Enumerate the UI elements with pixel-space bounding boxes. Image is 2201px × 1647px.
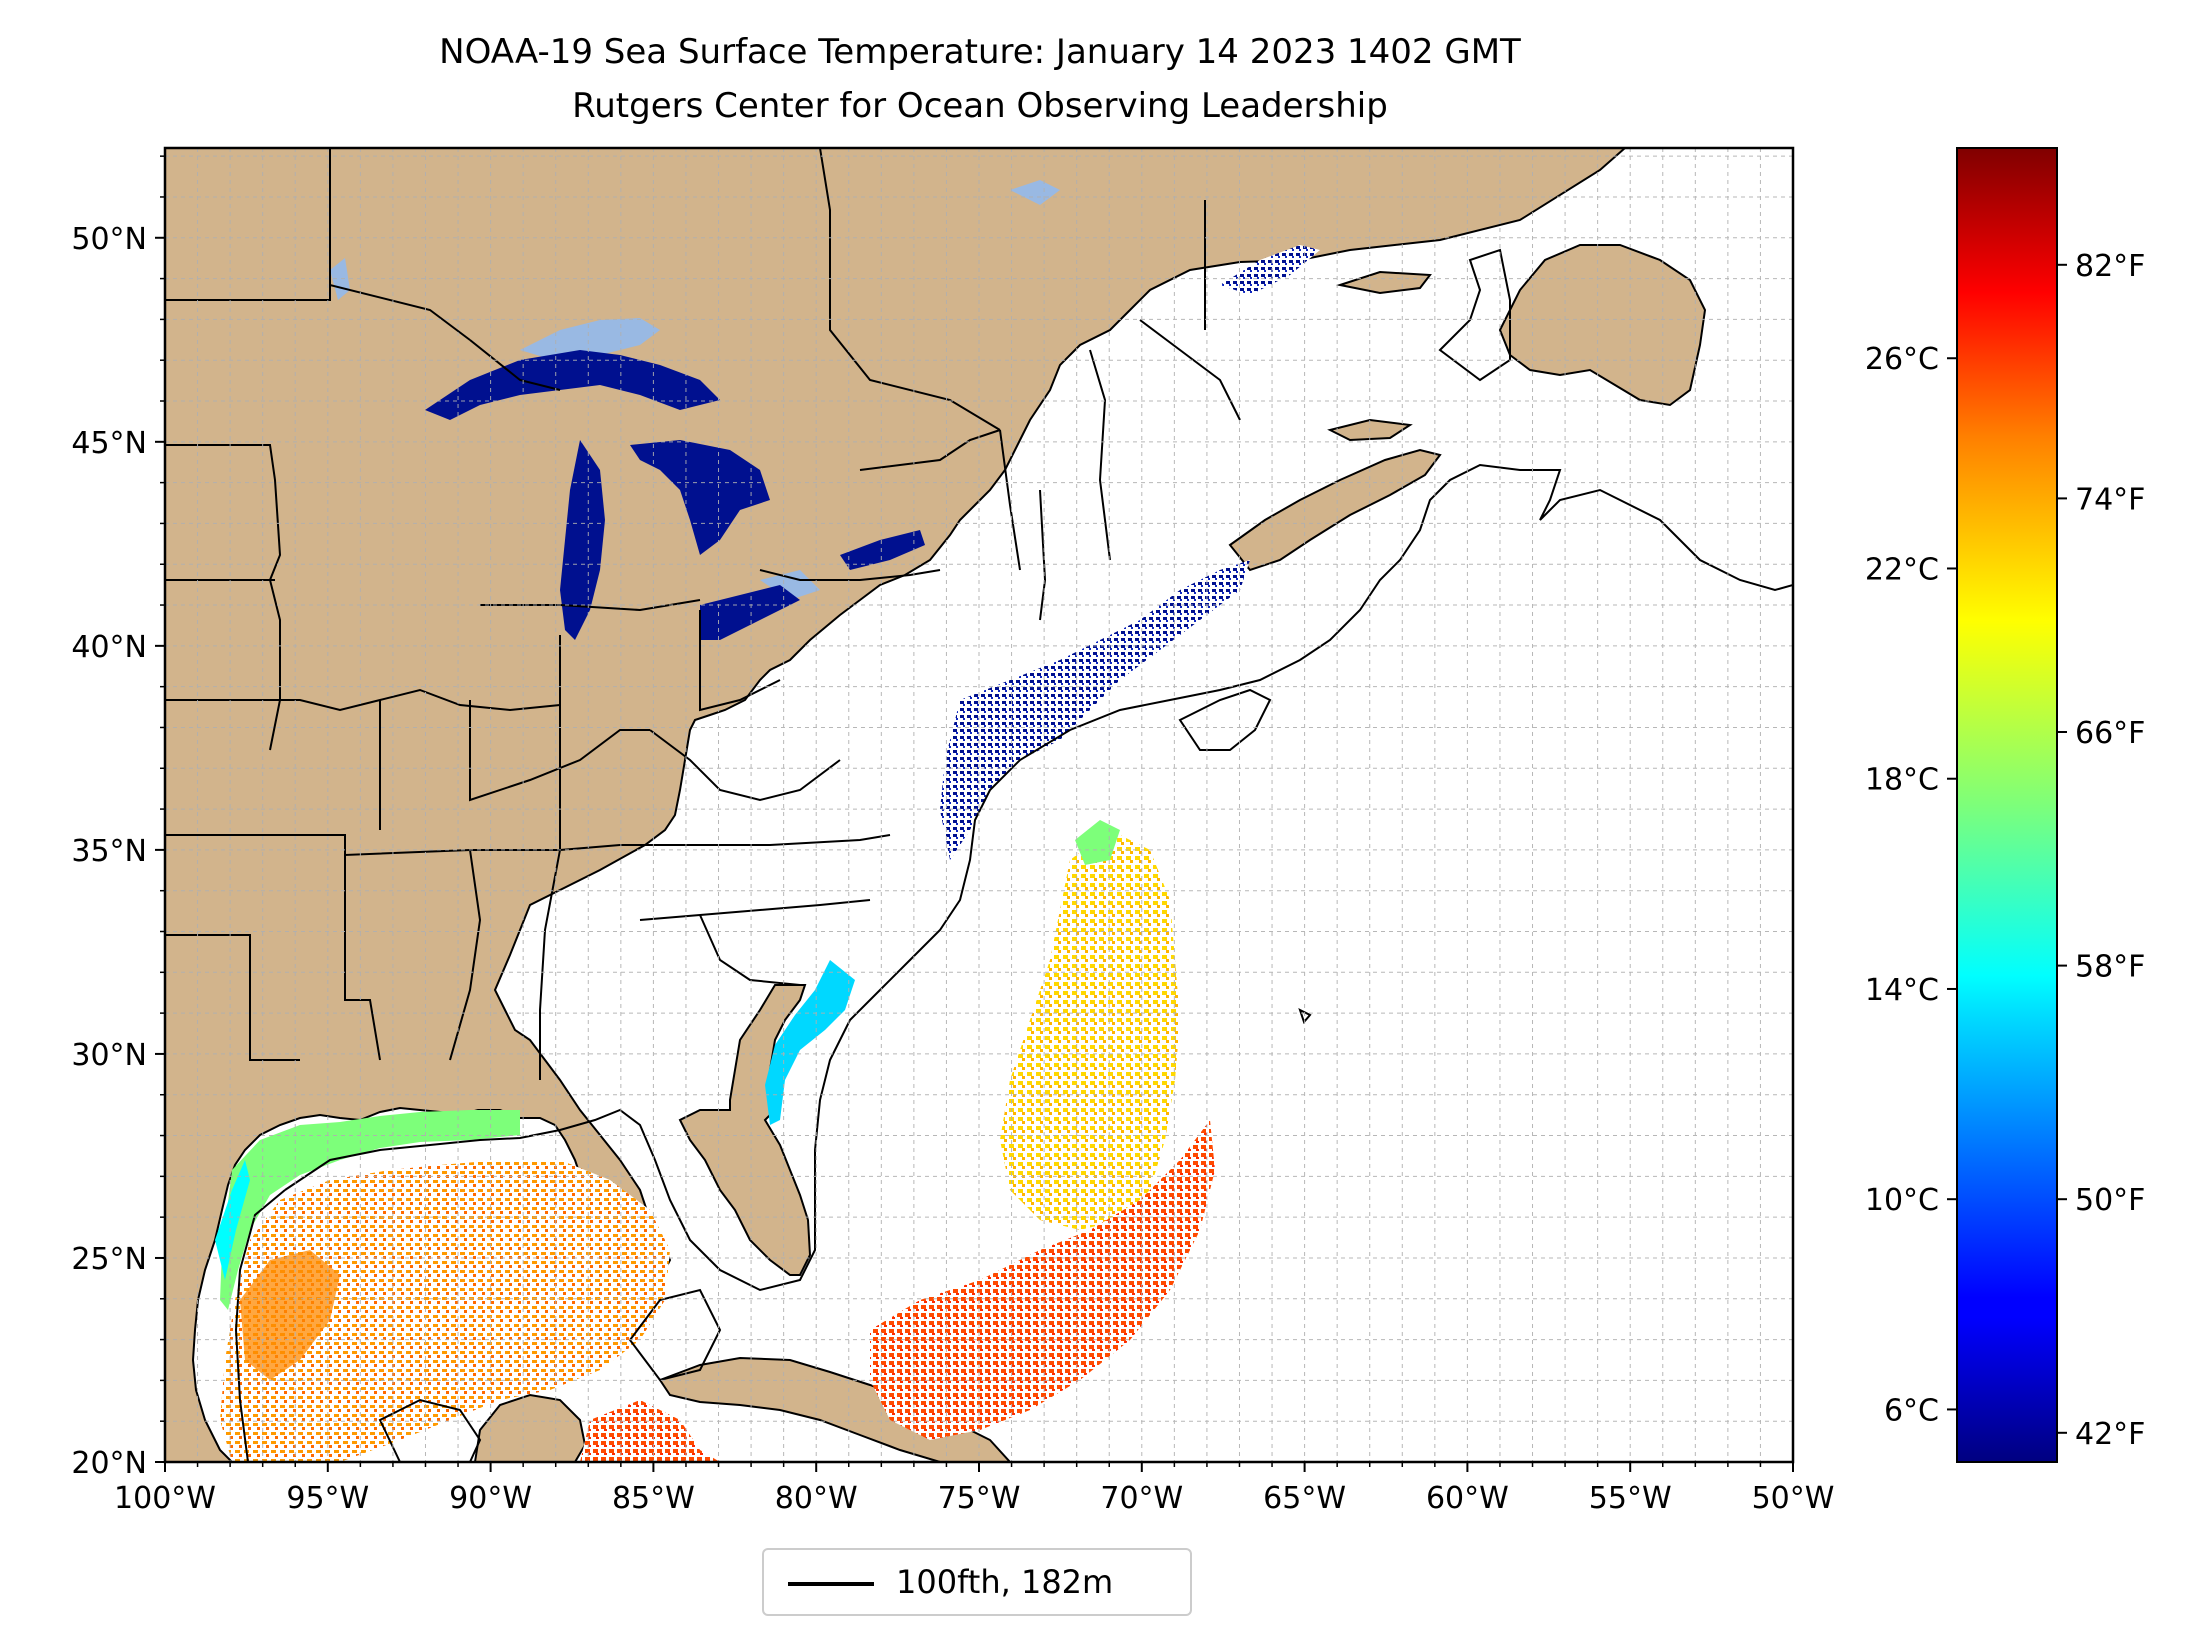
- y-tick-label: 50°N: [71, 222, 147, 257]
- colorbar-fahrenheit-label: 58°F: [2075, 950, 2145, 985]
- x-tick-label: 60°W: [1426, 1481, 1509, 1516]
- y-tick-label: 45°N: [71, 426, 147, 461]
- southeast-coastal-sst: [765, 960, 855, 1125]
- northeast-shelf-sst: [940, 560, 1250, 860]
- y-axis: 20°N 25°N 30°N 35°N 40°N 45°N 50°N: [71, 155, 165, 1481]
- x-tick-label: 65°W: [1263, 1481, 1346, 1516]
- x-tick-label: 70°W: [1100, 1481, 1183, 1516]
- sargasso-sst-plume: [1000, 830, 1180, 1230]
- land-nova-scotia: [1228, 448, 1442, 572]
- land-north-america: [165, 148, 1627, 1462]
- isobath-100fth: [234, 248, 1793, 1462]
- y-tick-label: 20°N: [71, 1446, 147, 1481]
- great-lakes-sst: [425, 350, 925, 640]
- x-tick-label: 55°W: [1589, 1481, 1672, 1516]
- colorbar-celsius-label: 10°C: [1865, 1183, 1939, 1218]
- x-tick-label: 50°W: [1752, 1481, 1835, 1516]
- bahamas-warm-sst: [870, 1120, 1215, 1440]
- figure-title-line2: Rutgers Center for Ocean Observing Leade…: [572, 86, 1388, 126]
- legend-line-swatch: [788, 1582, 874, 1586]
- figure-title-line1: NOAA-19 Sea Surface Temperature: January…: [439, 32, 1521, 72]
- x-tick-label: 80°W: [775, 1481, 858, 1516]
- colorbar-celsius-ticks: 6°C 10°C 14°C 18°C 22°C 26°C: [1865, 342, 1957, 1428]
- colorbar-fahrenheit-label: 50°F: [2075, 1183, 2145, 1218]
- gulf-loop-warm: [240, 1250, 340, 1380]
- colorbar-fahrenheit-label: 82°F: [2075, 249, 2145, 284]
- caribbean-warm-sst: [580, 1400, 720, 1462]
- colorbar-celsius-label: 18°C: [1865, 763, 1939, 798]
- x-tick-label: 85°W: [612, 1481, 695, 1516]
- colorbar-fahrenheit-ticks: 42°F 50°F 58°F 66°F 74°F 82°F: [2057, 249, 2145, 1452]
- x-tick-label: 95°W: [286, 1481, 369, 1516]
- colorbar-fahrenheit-label: 42°F: [2075, 1417, 2145, 1452]
- colorbar-gradient: [1956, 147, 2058, 1463]
- lat-lon-grid: [165, 148, 1793, 1462]
- legend-label: 100fth, 182m: [896, 1563, 1114, 1601]
- colorbar: 6°C 10°C 14°C 18°C 22°C 26°C 42°F 50°F 58°F 66°F…: [1865, 147, 2145, 1463]
- x-tick-label: 75°W: [938, 1481, 1021, 1516]
- y-tick-label: 35°N: [71, 834, 147, 869]
- colorbar-celsius-label: 14°C: [1865, 973, 1939, 1008]
- gulf-st-lawrence-sst: [1220, 245, 1320, 295]
- texas-coast-band: [215, 1160, 250, 1280]
- colorbar-celsius-label: 6°C: [1884, 1393, 1939, 1428]
- land-florida: [678, 984, 812, 1276]
- x-tick-label: 90°W: [449, 1481, 532, 1516]
- colorbar-fahrenheit-label: 74°F: [2075, 482, 2145, 517]
- y-tick-label: 25°N: [71, 1242, 147, 1277]
- lakes-no-data: [330, 180, 1060, 600]
- colorbar-fahrenheit-label: 66°F: [2075, 716, 2145, 751]
- gulf-interior-sst: [220, 1160, 670, 1462]
- legend: 100fth, 182m: [762, 1548, 1192, 1616]
- y-tick-label: 30°N: [71, 1038, 147, 1073]
- land-anticosti: [1336, 270, 1432, 295]
- colorbar-celsius-label: 22°C: [1865, 552, 1939, 587]
- x-tick-label: 100°W: [114, 1481, 216, 1516]
- colorbar-celsius-label: 26°C: [1865, 342, 1939, 377]
- x-axis: 100°W 95°W 90°W 85°W 80°W 75°W 70°W 65°W 60°W 55°…: [114, 1462, 1834, 1516]
- map-area[interactable]: [165, 148, 1793, 1462]
- y-tick-label: 40°N: [71, 630, 147, 665]
